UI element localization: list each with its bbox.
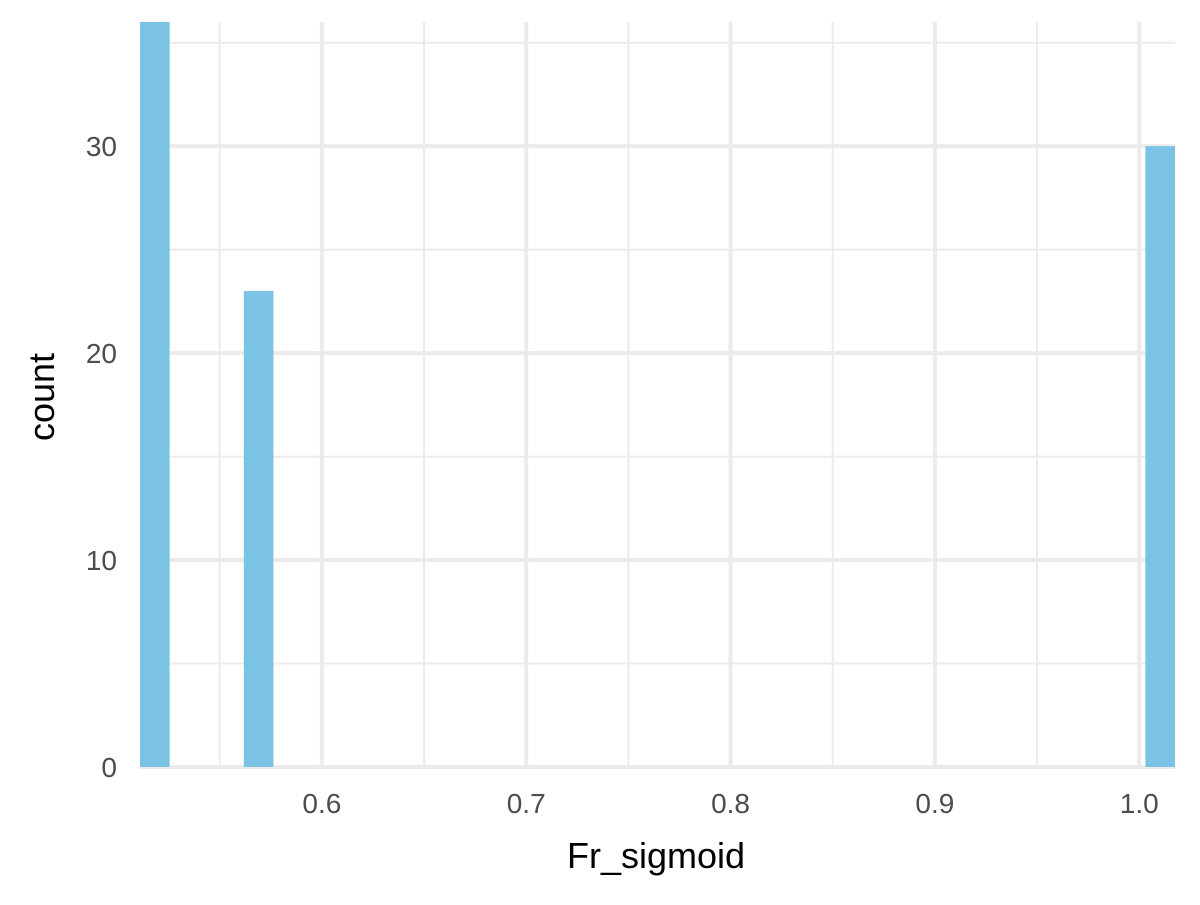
tick-label-layer: 0.6 0.7 0.8 0.9 1.0 0 10 20 30 [86, 131, 1159, 819]
y-tick-label: 30 [86, 131, 117, 162]
histogram-bar [243, 291, 274, 767]
x-axis-title: Fr_sigmoid [567, 835, 745, 876]
y-tick-label: 0 [101, 752, 117, 783]
x-tick-label: 0.6 [302, 788, 341, 819]
histogram-bar [140, 22, 170, 767]
y-tick-label: 20 [86, 338, 117, 369]
x-tick-label: 0.9 [915, 788, 954, 819]
x-tick-label: 1.0 [1120, 788, 1159, 819]
x-tick-label: 0.7 [507, 788, 546, 819]
y-tick-label: 10 [86, 545, 117, 576]
histogram-bar [1145, 146, 1175, 767]
y-axis-title: count [21, 353, 62, 441]
x-tick-label: 0.8 [711, 788, 750, 819]
grid-layer [140, 22, 1175, 769]
bar-layer [140, 22, 1175, 767]
